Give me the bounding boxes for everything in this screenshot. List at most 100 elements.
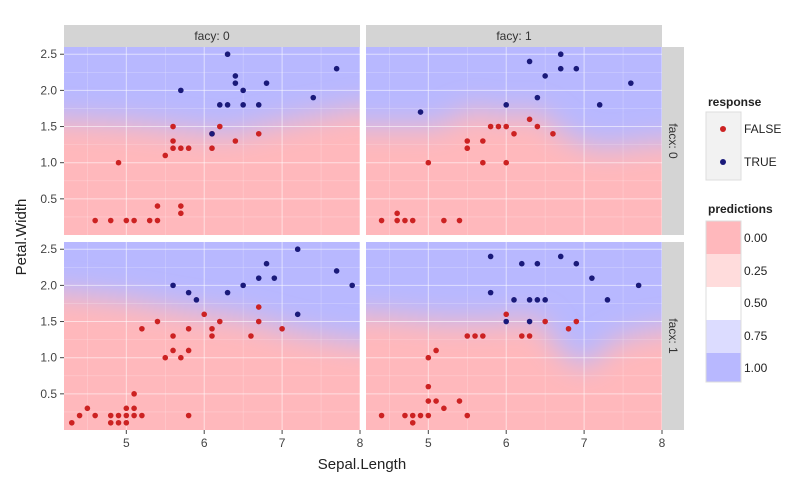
point-true [224,51,231,58]
point-false [170,145,176,152]
point-false [409,412,416,419]
point-false [209,325,215,332]
facet-strip-col-1: facy: 1 [366,25,662,47]
point-false [178,203,184,209]
point-false [441,405,447,412]
y-tick-label: 1.5 [40,315,57,329]
prediction-surface [366,47,662,235]
y-tick-label: 1.5 [40,120,57,134]
data-points [378,253,642,426]
point-false [68,419,75,426]
legend-pred-label-3: 0.75 [744,329,768,343]
point-false [472,333,478,339]
point-false [565,325,572,332]
x-tick-label: 6 [201,436,208,450]
point-false [107,419,114,426]
point-false [495,123,502,130]
point-false [394,217,400,224]
point-true [604,297,611,303]
point-true [542,73,548,79]
point-false [76,412,83,419]
point-false [433,398,439,404]
point-false [154,318,161,325]
point-false [115,419,122,426]
y-tick-label: 0.5 [40,387,57,401]
point-false [425,383,432,390]
point-false [123,217,130,224]
point-false [409,217,416,224]
point-true [503,102,510,108]
y-tick-label: 2.0 [40,83,57,97]
point-false [464,138,471,144]
point-false [146,217,153,224]
y-tick-label: 2.5 [40,242,57,256]
point-false [480,333,486,339]
y-tick-label: 2.0 [40,278,57,292]
point-false [178,210,184,217]
legend-pred-swatch-4 [706,353,741,382]
point-false [131,217,137,224]
point-true [224,289,231,296]
point-false [185,347,192,354]
point-true [209,130,215,137]
facet-col-label-0: facy: 0 [194,29,230,43]
point-false [456,217,463,224]
x-tick-label: 8 [357,436,364,450]
point-false [185,412,192,419]
point-false [456,398,463,404]
point-true [526,318,533,325]
point-false [154,203,161,209]
point-false [84,405,91,412]
point-true [557,253,564,260]
legend-predictions: predictions 0.00 0.25 0.50 0.75 1.00 [705,202,773,383]
legend-pred-label-2: 0.50 [744,296,768,310]
point-false [185,325,192,332]
point-false [534,123,541,130]
point-true [255,102,262,108]
legend-pred-label-4: 1.00 [744,361,768,375]
point-false [170,123,176,130]
point-true [542,297,548,303]
point-true [193,297,200,303]
x-tick-label: 5 [425,436,432,450]
point-false [518,333,525,339]
point-false [255,304,262,310]
facet-row-label-0: facx: 0 [666,123,680,159]
point-false [503,123,510,130]
legend-response-box [705,111,742,181]
legend-pred-swatch-2 [706,287,741,320]
x-tick-label: 8 [659,436,666,450]
point-false [425,354,432,361]
point-true [596,102,603,108]
y-tick-label: 1.0 [40,351,57,365]
legend-response: response FALSE TRUE [705,95,781,181]
legend-dot-false [720,126,726,132]
point-true [487,289,494,296]
facet-col-label-1: facy: 1 [496,29,532,43]
point-false [441,217,447,224]
point-true [310,94,317,101]
point-false [464,145,471,152]
point-true [511,297,517,303]
point-false [139,325,145,332]
point-false [255,130,262,137]
y-axis-label: Petal.Width [13,199,30,276]
gridlines [366,242,662,430]
point-false [464,333,471,339]
point-false [425,412,432,419]
point-false [402,217,408,224]
point-true [349,282,356,289]
point-false [378,217,385,224]
facet-strips: facy: 0 facy: 1 facx: 0 facx: 1 [64,25,684,430]
point-false [107,217,114,224]
point-false [92,217,98,224]
point-false [209,145,215,152]
x-tick-label: 7 [581,436,588,450]
point-true [170,282,176,289]
point-true [224,102,231,108]
point-true [417,109,424,115]
legend-response-title: response [708,95,762,109]
point-false [409,419,416,426]
point-false [464,412,471,419]
